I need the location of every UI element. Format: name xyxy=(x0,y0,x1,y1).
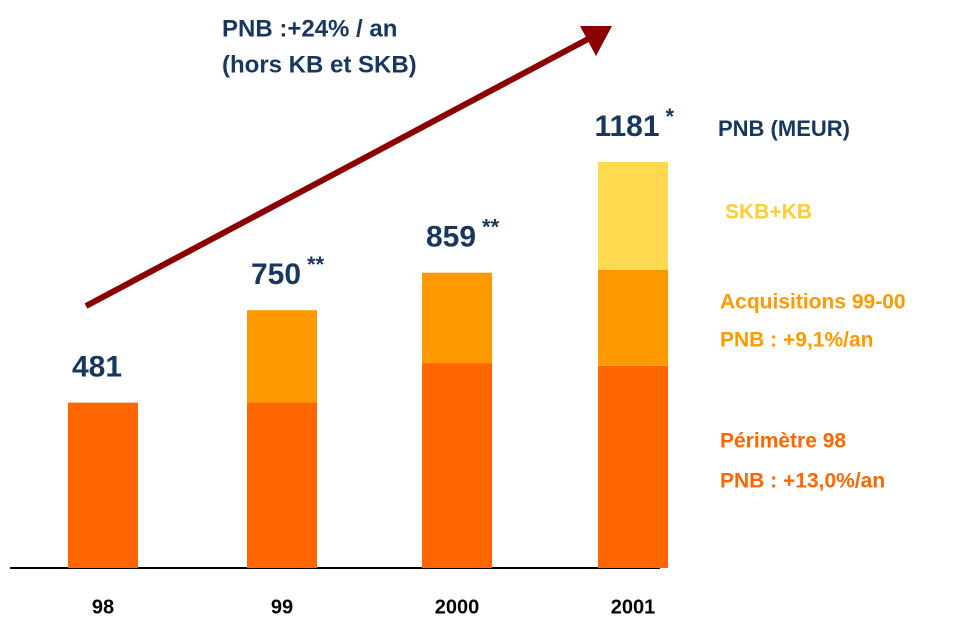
bar-segment xyxy=(247,310,317,403)
legend-label: Périmètre 98 xyxy=(720,430,846,453)
bar-segment xyxy=(598,269,668,366)
total-note: ** xyxy=(482,215,500,240)
bar-segment xyxy=(68,402,138,568)
x-tick-label: 99 xyxy=(271,596,293,618)
total-note: * xyxy=(666,104,675,129)
legend-title: PNB (MEUR) xyxy=(718,116,850,141)
trend-arrow xyxy=(84,35,592,309)
arrow-head xyxy=(580,26,612,56)
legend-label: SKB+KB xyxy=(725,201,812,224)
bar-segment xyxy=(422,272,492,364)
legend-note: PNB : +9,1%/an xyxy=(720,329,873,352)
legend-note: PNB : +13,0%/an xyxy=(720,470,885,493)
total-label: 481 xyxy=(72,351,122,384)
bar-segment xyxy=(422,363,492,568)
annotation: (hors KB et SKB) xyxy=(222,51,417,78)
bar-segment xyxy=(247,402,317,568)
x-tick-label: 2000 xyxy=(435,596,480,618)
total-label: 859 xyxy=(426,221,476,254)
legend-label: Acquisitions 99-00 xyxy=(720,291,906,314)
total-note: ** xyxy=(307,252,325,277)
x-tick-label: 2001 xyxy=(611,596,656,618)
annotation: PNB :+24% / an xyxy=(222,15,397,42)
bar-segment xyxy=(598,162,668,270)
bar-segment xyxy=(598,365,668,568)
total-label: 1181 xyxy=(594,110,659,143)
x-tick-label: 98 xyxy=(92,596,114,618)
total-label: 750 xyxy=(251,258,301,291)
